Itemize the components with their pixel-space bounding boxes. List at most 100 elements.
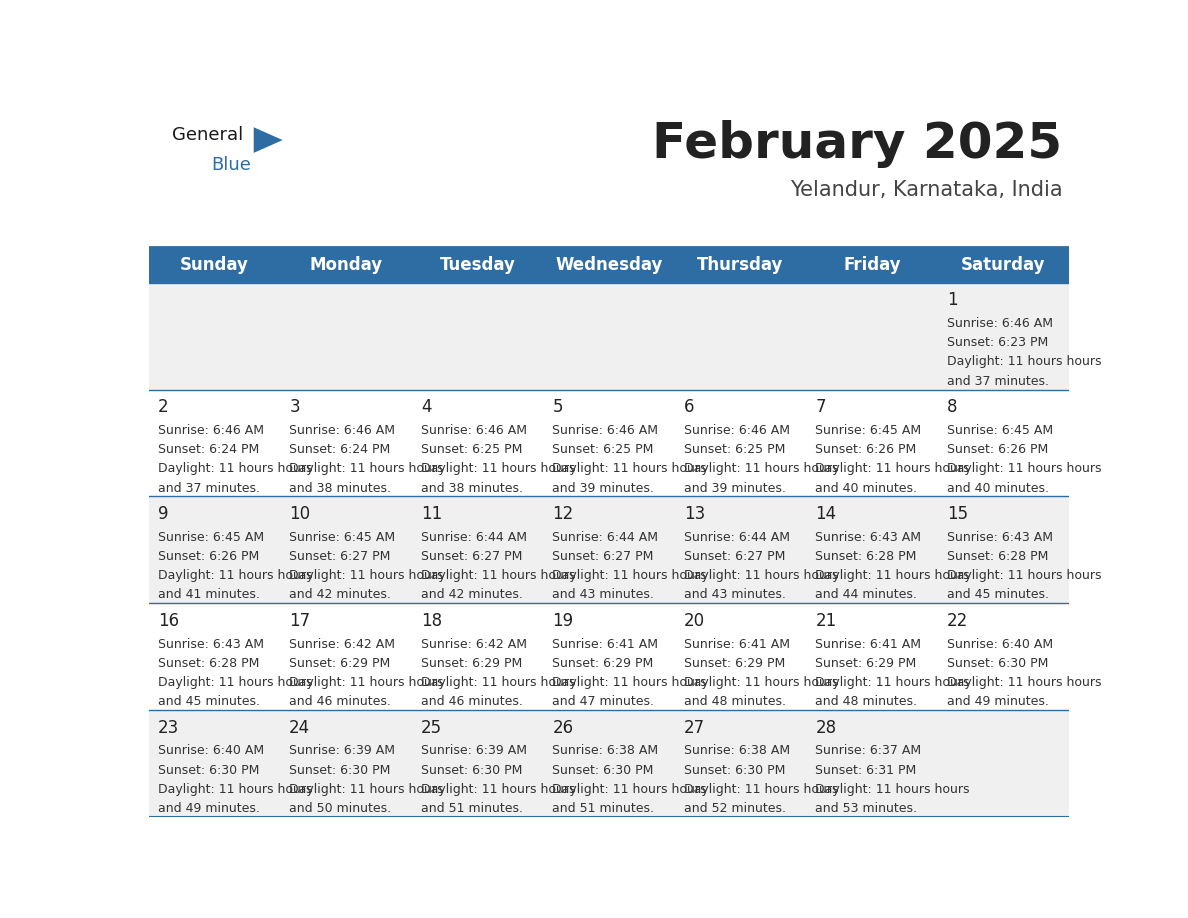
Text: Sunrise: 6:41 AM: Sunrise: 6:41 AM: [552, 637, 658, 651]
Text: Sunrise: 6:46 AM: Sunrise: 6:46 AM: [421, 424, 526, 437]
Text: 7: 7: [815, 398, 826, 416]
Text: 14: 14: [815, 505, 836, 523]
Bar: [148, 497, 1069, 603]
Text: 3: 3: [289, 398, 299, 416]
Text: Sunset: 6:30 PM: Sunset: 6:30 PM: [289, 764, 391, 777]
Polygon shape: [254, 128, 283, 153]
Text: Blue: Blue: [211, 156, 252, 174]
Text: Daylight: 11 hours hours: Daylight: 11 hours hours: [552, 569, 707, 582]
Text: 8: 8: [947, 398, 958, 416]
Text: and 47 minutes.: and 47 minutes.: [552, 695, 655, 708]
Text: and 43 minutes.: and 43 minutes.: [684, 588, 785, 601]
Text: 1: 1: [947, 291, 958, 309]
Text: 10: 10: [289, 505, 310, 523]
Text: Daylight: 11 hours hours: Daylight: 11 hours hours: [289, 783, 444, 796]
Text: Sunrise: 6:42 AM: Sunrise: 6:42 AM: [421, 637, 526, 651]
Text: Daylight: 11 hours hours: Daylight: 11 hours hours: [158, 783, 312, 796]
Text: Daylight: 11 hours hours: Daylight: 11 hours hours: [158, 569, 312, 582]
Text: Sunrise: 6:46 AM: Sunrise: 6:46 AM: [947, 317, 1053, 330]
Text: Daylight: 11 hours hours: Daylight: 11 hours hours: [684, 569, 839, 582]
Text: and 46 minutes.: and 46 minutes.: [289, 695, 391, 708]
Text: Sunrise: 6:42 AM: Sunrise: 6:42 AM: [289, 637, 396, 651]
Text: and 48 minutes.: and 48 minutes.: [684, 695, 785, 708]
Text: Sunset: 6:27 PM: Sunset: 6:27 PM: [421, 550, 523, 563]
Text: Sunrise: 6:38 AM: Sunrise: 6:38 AM: [684, 744, 790, 757]
Text: Daylight: 11 hours hours: Daylight: 11 hours hours: [684, 463, 839, 476]
Text: and 42 minutes.: and 42 minutes.: [421, 588, 523, 601]
Text: Sunrise: 6:46 AM: Sunrise: 6:46 AM: [684, 424, 790, 437]
Text: and 46 minutes.: and 46 minutes.: [421, 695, 523, 708]
Text: and 48 minutes.: and 48 minutes.: [815, 695, 917, 708]
Text: Sunset: 6:28 PM: Sunset: 6:28 PM: [815, 550, 917, 563]
Text: 6: 6: [684, 398, 694, 416]
Text: 16: 16: [158, 612, 179, 630]
Text: Yelandur, Karnataka, India: Yelandur, Karnataka, India: [790, 180, 1062, 200]
Text: 19: 19: [552, 612, 574, 630]
Text: Sunset: 6:31 PM: Sunset: 6:31 PM: [815, 764, 917, 777]
Text: Sunrise: 6:44 AM: Sunrise: 6:44 AM: [421, 531, 526, 543]
Text: Sunrise: 6:40 AM: Sunrise: 6:40 AM: [947, 637, 1053, 651]
Text: 5: 5: [552, 398, 563, 416]
Text: Sunrise: 6:43 AM: Sunrise: 6:43 AM: [815, 531, 922, 543]
Text: 22: 22: [947, 612, 968, 630]
Text: Sunrise: 6:39 AM: Sunrise: 6:39 AM: [421, 744, 526, 757]
Text: General: General: [172, 126, 244, 143]
Text: Sunrise: 6:43 AM: Sunrise: 6:43 AM: [158, 637, 264, 651]
Text: Tuesday: Tuesday: [440, 256, 516, 274]
Text: and 51 minutes.: and 51 minutes.: [552, 802, 655, 815]
Text: Sunset: 6:30 PM: Sunset: 6:30 PM: [421, 764, 523, 777]
Text: Sunset: 6:30 PM: Sunset: 6:30 PM: [158, 764, 259, 777]
Text: Sunset: 6:28 PM: Sunset: 6:28 PM: [947, 550, 1048, 563]
Text: Sunrise: 6:40 AM: Sunrise: 6:40 AM: [158, 744, 264, 757]
Text: Daylight: 11 hours hours: Daylight: 11 hours hours: [289, 463, 444, 476]
Text: Sunset: 6:26 PM: Sunset: 6:26 PM: [947, 443, 1048, 456]
Text: 11: 11: [421, 505, 442, 523]
Text: and 38 minutes.: and 38 minutes.: [421, 482, 523, 495]
Text: 25: 25: [421, 719, 442, 737]
Text: and 39 minutes.: and 39 minutes.: [684, 482, 785, 495]
Text: and 45 minutes.: and 45 minutes.: [947, 588, 1049, 601]
Text: Sunrise: 6:44 AM: Sunrise: 6:44 AM: [552, 531, 658, 543]
Text: and 51 minutes.: and 51 minutes.: [421, 802, 523, 815]
Text: 24: 24: [289, 719, 310, 737]
Text: Sunset: 6:30 PM: Sunset: 6:30 PM: [552, 764, 653, 777]
Text: Sunset: 6:23 PM: Sunset: 6:23 PM: [947, 336, 1048, 349]
Text: Sunset: 6:28 PM: Sunset: 6:28 PM: [158, 656, 259, 670]
Text: Daylight: 11 hours hours: Daylight: 11 hours hours: [947, 676, 1101, 689]
Text: Daylight: 11 hours hours: Daylight: 11 hours hours: [289, 569, 444, 582]
Text: Sunset: 6:26 PM: Sunset: 6:26 PM: [815, 443, 917, 456]
Text: Daylight: 11 hours hours: Daylight: 11 hours hours: [552, 783, 707, 796]
Text: Sunrise: 6:37 AM: Sunrise: 6:37 AM: [815, 744, 922, 757]
Text: Sunset: 6:26 PM: Sunset: 6:26 PM: [158, 550, 259, 563]
Text: 21: 21: [815, 612, 836, 630]
Text: Sunset: 6:27 PM: Sunset: 6:27 PM: [289, 550, 391, 563]
Text: and 41 minutes.: and 41 minutes.: [158, 588, 260, 601]
Text: 20: 20: [684, 612, 704, 630]
Text: Sunset: 6:24 PM: Sunset: 6:24 PM: [158, 443, 259, 456]
Bar: [148, 389, 1069, 497]
Text: Sunrise: 6:43 AM: Sunrise: 6:43 AM: [947, 531, 1053, 543]
Text: Daylight: 11 hours hours: Daylight: 11 hours hours: [815, 783, 969, 796]
Text: Daylight: 11 hours hours: Daylight: 11 hours hours: [947, 463, 1101, 476]
Text: Sunset: 6:24 PM: Sunset: 6:24 PM: [289, 443, 391, 456]
Text: Sunset: 6:29 PM: Sunset: 6:29 PM: [289, 656, 391, 670]
Text: Daylight: 11 hours hours: Daylight: 11 hours hours: [421, 463, 575, 476]
Text: Monday: Monday: [309, 256, 383, 274]
Text: Daylight: 11 hours hours: Daylight: 11 hours hours: [815, 676, 969, 689]
Text: and 52 minutes.: and 52 minutes.: [684, 802, 785, 815]
Text: Sunrise: 6:46 AM: Sunrise: 6:46 AM: [158, 424, 264, 437]
Text: and 43 minutes.: and 43 minutes.: [552, 588, 655, 601]
Text: Sunset: 6:27 PM: Sunset: 6:27 PM: [552, 550, 653, 563]
Text: Sunrise: 6:38 AM: Sunrise: 6:38 AM: [552, 744, 658, 757]
Text: Sunset: 6:29 PM: Sunset: 6:29 PM: [684, 656, 785, 670]
Text: Sunrise: 6:46 AM: Sunrise: 6:46 AM: [289, 424, 396, 437]
Text: and 37 minutes.: and 37 minutes.: [158, 482, 260, 495]
Text: Sunrise: 6:44 AM: Sunrise: 6:44 AM: [684, 531, 790, 543]
Text: 4: 4: [421, 398, 431, 416]
Text: and 40 minutes.: and 40 minutes.: [947, 482, 1049, 495]
Text: Daylight: 11 hours hours: Daylight: 11 hours hours: [815, 463, 969, 476]
Bar: [148, 247, 1069, 283]
Text: and 37 minutes.: and 37 minutes.: [947, 375, 1049, 387]
Text: Daylight: 11 hours hours: Daylight: 11 hours hours: [684, 676, 839, 689]
Text: 13: 13: [684, 505, 704, 523]
